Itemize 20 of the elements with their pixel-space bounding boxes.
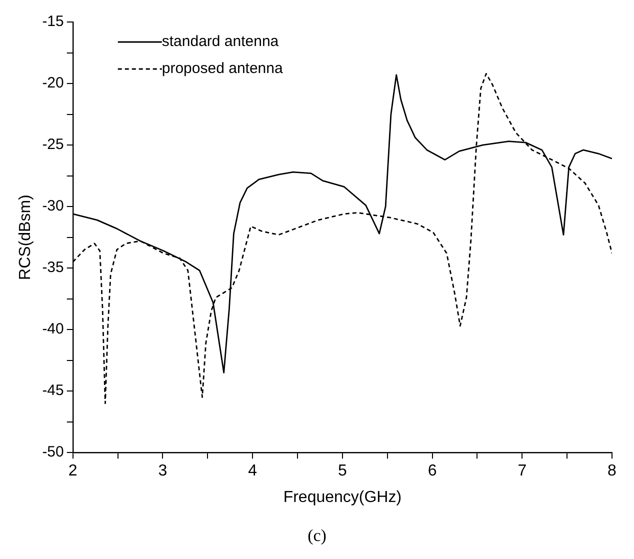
legend-label: proposed antenna bbox=[162, 60, 284, 78]
x-tick-label: 8 bbox=[608, 462, 617, 480]
y-tick-label: -20 bbox=[42, 74, 64, 92]
x-tick-label: 6 bbox=[428, 462, 437, 480]
x-tick-label: 3 bbox=[158, 462, 168, 480]
x-tick-label: 4 bbox=[248, 462, 258, 480]
x-tick-label: 5 bbox=[338, 462, 347, 480]
x-tick-label: 7 bbox=[518, 462, 527, 480]
y-axis-title: RCS(dBsm) bbox=[17, 194, 34, 280]
y-tick-label: -15 bbox=[42, 13, 64, 30]
y-tick-label: -45 bbox=[42, 382, 64, 400]
x-axis-title: Frequency(GHz) bbox=[283, 488, 402, 506]
y-tick-label: -25 bbox=[42, 136, 64, 154]
y-tick-label: -50 bbox=[42, 444, 64, 461]
x-tick-label: 2 bbox=[68, 462, 78, 480]
legend-label: standard antenna bbox=[162, 33, 280, 50]
y-tick-label: -40 bbox=[42, 320, 64, 338]
y-tick-label: -35 bbox=[42, 259, 64, 276]
y-tick-label: -30 bbox=[42, 198, 64, 215]
text: (c) bbox=[308, 526, 326, 545]
